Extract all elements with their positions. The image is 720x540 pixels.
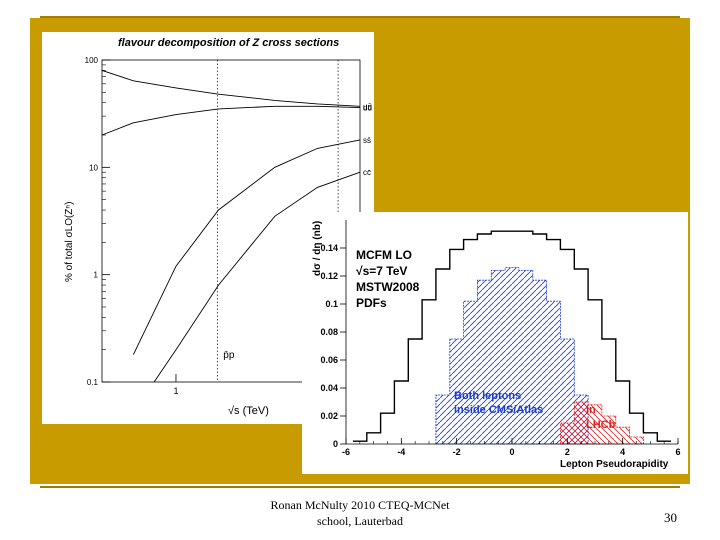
chart1-series-line (132, 139, 361, 355)
chart2-ytick-label: 0.04 (320, 383, 338, 393)
annotation-cms-line2: inside CMS/Atlas (454, 404, 543, 416)
chart1-ytick-label: 1 (94, 271, 99, 280)
top-rule (40, 16, 680, 18)
chart1-xlabel: √s (TeV) (228, 405, 269, 417)
legend-line-3: MSTW2008 (356, 280, 420, 294)
chart2-ytick-label: 0.14 (320, 243, 338, 253)
chart1-ytick-label: 100 (85, 56, 99, 65)
chart2-xtick-label: 0 (509, 447, 514, 457)
chart1-series-label: ss̄ (363, 136, 371, 145)
chart2-total-line (352, 230, 672, 442)
chart2-xtick-label: -2 (453, 447, 461, 457)
chart1-series-line (101, 69, 361, 107)
lhcb-region (560, 401, 644, 445)
legend-line-2: √s=7 TeV (356, 264, 407, 278)
pseudorapidity-chart: dσ / dη (nb) Lepton Pseudorapidity MCFM … (302, 212, 688, 474)
chart1-series-line (153, 171, 361, 383)
annotation-lhcb-line1: in (586, 404, 596, 416)
slide-footer: Ronan McNulty 2010 CTEQ-MCNet school, La… (250, 497, 470, 529)
chart1-xtick-label: 1 (173, 386, 178, 396)
annotation-lhcb-line2: LHCb (586, 419, 616, 431)
legend-line-1: MCFM LO (356, 248, 412, 262)
chart1-vline-label: p̄p (223, 350, 235, 361)
chart2-xlabel: Lepton Pseudorapidity (560, 459, 669, 470)
chart2-ytick-label: 0.12 (320, 271, 338, 281)
annotation-cms-line1: Both leptons (454, 390, 521, 402)
chart2-xtick-label: 2 (565, 447, 570, 457)
page-number: 30 (664, 510, 677, 525)
chart1-title: flavour decomposition of Z cross section… (118, 37, 339, 49)
chart2-ytick-label: 0.1 (325, 299, 338, 309)
chart2-xtick-label: 6 (675, 447, 680, 457)
chart2-ytick-label: 0.08 (320, 327, 338, 337)
chart1-ytick-label: 10 (89, 163, 98, 172)
bottom-rule (40, 486, 680, 488)
chart2-ytick-label: 0.02 (320, 411, 338, 421)
chart1-ylabel: % of total σLO(Zⁿ) (64, 202, 75, 282)
legend-line-4: PDFs (356, 296, 387, 310)
chart1-series-line (101, 105, 361, 136)
chart2-xtick-label: 4 (620, 447, 625, 457)
cms-atlas-region (435, 267, 589, 445)
chart1-series-label: cc̄ (363, 168, 371, 177)
chart1-ytick-label: 0.1 (87, 378, 99, 387)
chart1-series-label: dd̄ (363, 104, 372, 113)
chart1-series-label: uū (363, 102, 372, 111)
chart2-ytick-label: 0.06 (320, 355, 338, 365)
chart2-ytick-label: 0 (333, 439, 338, 449)
footer-line-1: Ronan McNulty 2010 CTEQ-MCNet (270, 498, 450, 512)
chart2-xtick-label: -6 (342, 447, 350, 457)
chart2-ylabel: dσ / dη (nb) (312, 221, 323, 276)
footer-line-2: school, Lauterbad (317, 514, 403, 528)
chart2-xtick-label: -4 (397, 447, 405, 457)
